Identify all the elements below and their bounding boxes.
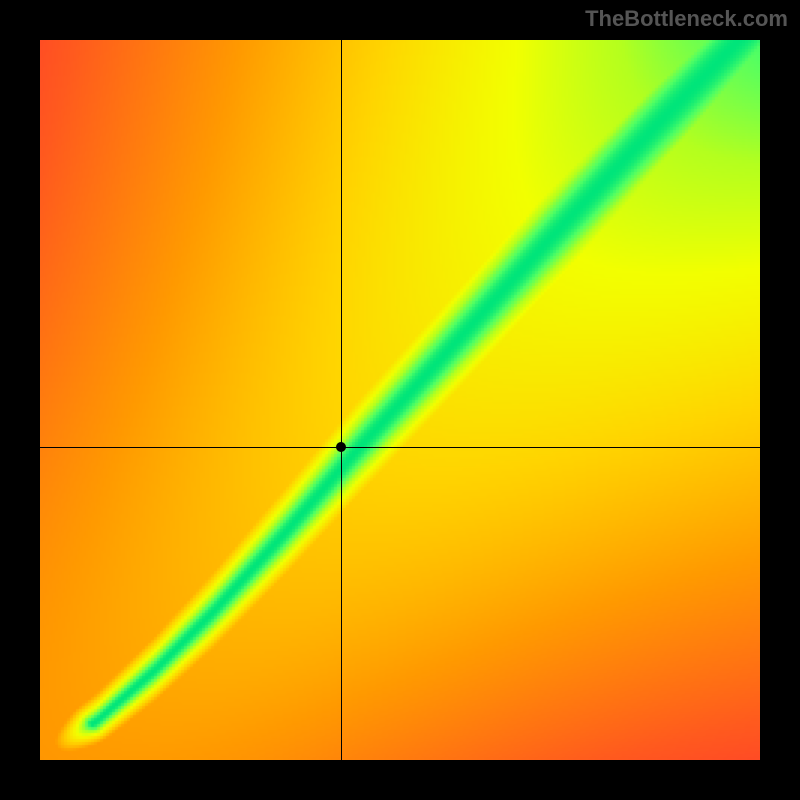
watermark-label: TheBottleneck.com	[585, 6, 788, 32]
heatmap-canvas	[40, 40, 760, 760]
crosshair-horizontal	[40, 447, 760, 448]
chart-container: TheBottleneck.com	[0, 0, 800, 800]
crosshair-vertical	[341, 40, 342, 760]
crosshair-marker	[336, 442, 346, 452]
heatmap-plot	[40, 40, 760, 760]
